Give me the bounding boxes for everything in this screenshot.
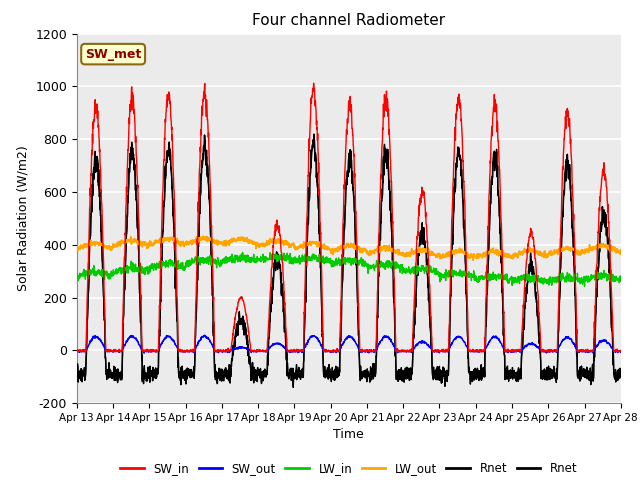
Y-axis label: Solar Radiation (W/m2): Solar Radiation (W/m2) (17, 145, 29, 291)
SW_in (584, 349, 592, 355)
SW_out (201, 332, 209, 338)
Line: Rnet: Rnet (77, 135, 621, 387)
SW_out (225, 348, 233, 353)
LW_out (508, 254, 515, 260)
Title: Four channel Radiometer: Four channel Radiometer (252, 13, 445, 28)
SW_out (584, 348, 592, 353)
Rnet (73, 362, 81, 368)
X-axis label: Time: Time (333, 429, 364, 442)
Text: SW_met: SW_met (85, 48, 141, 60)
Rnet (570, 239, 577, 244)
Rnet (73, 365, 81, 371)
LW_out (617, 249, 625, 254)
SW_in (570, 208, 577, 214)
Rnet (377, 219, 385, 225)
Rnet (584, 372, 592, 378)
Rnet (289, 382, 297, 388)
SW_out (73, 348, 81, 354)
LW_out (469, 257, 477, 263)
Rnet (584, 372, 592, 377)
LW_in (580, 284, 588, 289)
LW_out (376, 244, 384, 250)
SW_out (377, 338, 385, 344)
Line: LW_out: LW_out (77, 236, 621, 260)
LW_out (73, 246, 81, 252)
Legend: SW_in, SW_out, LW_in, LW_out, Rnet, Rnet: SW_in, SW_out, LW_in, LW_out, Rnet, Rnet (116, 457, 582, 480)
LW_in (225, 255, 232, 261)
LW_in (617, 273, 625, 279)
Line: SW_out: SW_out (77, 335, 621, 353)
SW_in (225, 348, 232, 354)
LW_in (376, 261, 384, 266)
SW_out (617, 349, 625, 355)
SW_out (140, 350, 148, 356)
Rnet (365, 373, 372, 379)
LW_out (225, 240, 232, 246)
Rnet (570, 237, 577, 242)
LW_out (570, 246, 577, 252)
LW_in (365, 261, 372, 267)
Rnet (289, 384, 297, 390)
Rnet (617, 375, 625, 381)
LW_in (584, 273, 592, 279)
Rnet (617, 371, 625, 376)
SW_in (310, 80, 317, 86)
Rnet (310, 131, 317, 137)
LW_in (73, 275, 81, 280)
Rnet (377, 219, 385, 225)
LW_in (569, 278, 577, 284)
Rnet (225, 373, 232, 379)
Rnet (365, 371, 372, 376)
Rnet (508, 369, 515, 375)
LW_in (507, 276, 515, 282)
SW_out (365, 350, 372, 356)
Rnet (225, 374, 232, 380)
SW_in (377, 172, 385, 178)
SW_in (365, 348, 372, 354)
Line: Rnet: Rnet (77, 134, 621, 385)
SW_out (570, 340, 577, 346)
SW_out (508, 349, 515, 355)
LW_out (199, 233, 207, 239)
LW_out (365, 250, 372, 255)
LW_in (239, 250, 246, 255)
LW_out (584, 248, 592, 253)
Rnet (508, 369, 515, 375)
SW_in (617, 348, 625, 354)
SW_in (508, 348, 515, 353)
Line: LW_in: LW_in (77, 252, 621, 287)
Line: SW_in: SW_in (77, 83, 621, 352)
SW_in (74, 349, 82, 355)
SW_in (73, 348, 81, 354)
Rnet (201, 132, 209, 138)
